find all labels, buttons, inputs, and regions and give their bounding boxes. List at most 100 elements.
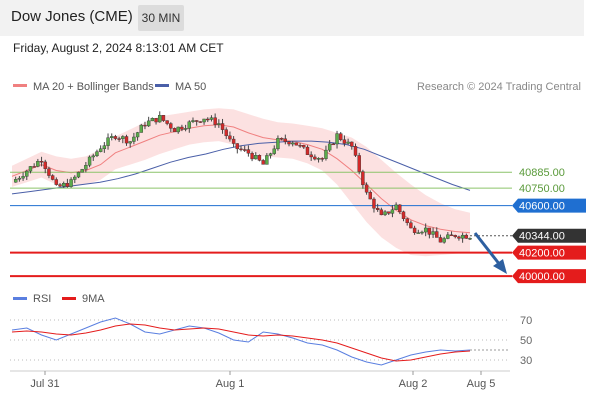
candle-body (368, 192, 372, 200)
candle-body (113, 136, 118, 139)
header-bar: Dow Jones (CME) 30 MIN (0, 0, 584, 36)
candle-body (320, 158, 324, 160)
candle-body (180, 126, 184, 130)
candle-body (146, 120, 151, 127)
candle-body (91, 155, 95, 158)
candle-body (287, 141, 291, 145)
candle-body (283, 138, 288, 142)
candle-body (316, 158, 321, 160)
candle-body (298, 145, 302, 147)
candle-body (412, 227, 417, 233)
candle-body (165, 120, 169, 124)
candle-body (435, 231, 439, 238)
candle-body (69, 179, 73, 187)
candle-body (106, 137, 110, 146)
rsi-tick-70: 70 (520, 315, 532, 327)
candle-body (268, 153, 273, 156)
candle-body (398, 204, 402, 213)
ma9-legend-label: 9MA (82, 293, 105, 305)
candle-body (50, 175, 55, 180)
candle-body (143, 124, 147, 127)
level-label-1: 40750.00 (519, 183, 565, 195)
last-price-label: 40344.00 (519, 231, 565, 243)
candle-body (442, 238, 446, 243)
candle-body (294, 142, 299, 146)
candle-body (124, 136, 129, 144)
candle-body (335, 133, 339, 145)
candle-body (394, 204, 398, 210)
level-label-2: 40600.00 (519, 201, 565, 213)
candle-body (242, 149, 247, 151)
timeframe-button[interactable]: 30 MIN (138, 5, 184, 31)
candle-body (342, 139, 347, 144)
candle-body (110, 136, 114, 138)
candle-body (427, 227, 432, 235)
candle-body (154, 118, 158, 123)
candle-body (98, 148, 103, 152)
candle-body (169, 123, 173, 129)
projection-arrow (473, 232, 507, 274)
candle-body (213, 117, 217, 125)
candle-body (257, 155, 262, 161)
candle-body (239, 148, 243, 151)
candle-body (438, 237, 443, 243)
candle-body (187, 121, 191, 129)
rsi-ma9-line (11, 323, 471, 362)
candle-body (161, 115, 166, 121)
candle-body (58, 184, 62, 187)
candle-body (76, 172, 81, 178)
candle-body (13, 179, 18, 183)
candle-body (202, 118, 206, 123)
candle-body (54, 179, 59, 185)
level-label-0: 40885.00 (519, 167, 565, 179)
candle-body (39, 161, 44, 163)
candle-body (261, 160, 265, 165)
rsi-legend-label: RSI (33, 293, 51, 305)
candle-body (220, 123, 225, 130)
x-tick-label-2: Aug 2 (399, 378, 428, 390)
candle-body (324, 149, 328, 159)
candle-body (276, 138, 280, 150)
candle-body (172, 128, 177, 133)
candle-body (449, 234, 454, 237)
instrument-title: Dow Jones (CME) (11, 8, 133, 25)
level-tag-4 (512, 269, 586, 284)
candle-body (32, 166, 36, 168)
candle-body (217, 123, 221, 125)
candle-body (183, 128, 188, 130)
candle-body (135, 132, 140, 138)
candle-body (265, 155, 269, 165)
candle-body (401, 211, 406, 219)
candle-body (372, 198, 376, 209)
candle-body (460, 234, 465, 239)
candle-body (158, 115, 162, 123)
last-price-tag (512, 228, 586, 243)
rsi-tick-50: 50 (520, 335, 532, 347)
candle-body (383, 211, 387, 216)
candle-body (279, 138, 284, 140)
candle-body (128, 141, 132, 144)
candle-body (62, 183, 66, 187)
candle-body (453, 235, 457, 238)
candle-body (331, 143, 336, 146)
candle-body (327, 143, 332, 151)
candle-body (353, 146, 358, 156)
rsi-tick-30: 30 (520, 355, 532, 367)
x-tick-label-0: Jul 31 (30, 378, 59, 390)
x-tick-label-3: Aug 5 (467, 378, 496, 390)
level-label-3: 40200.00 (519, 248, 565, 260)
candle-body (65, 183, 70, 187)
ma50-legend-swatch (155, 84, 169, 87)
candle-body (235, 143, 240, 150)
candle-body (80, 169, 84, 173)
candle-body (87, 156, 92, 166)
candle-body (457, 236, 461, 239)
candle-body (364, 184, 369, 193)
credit-label: Research © 2024 Trading Central (417, 81, 581, 93)
candle-body (206, 118, 210, 121)
candle-body (357, 155, 361, 172)
candle-body (305, 146, 310, 155)
candle-body (102, 145, 107, 150)
ma9-legend-swatch (62, 297, 76, 300)
candle-body (246, 149, 251, 154)
